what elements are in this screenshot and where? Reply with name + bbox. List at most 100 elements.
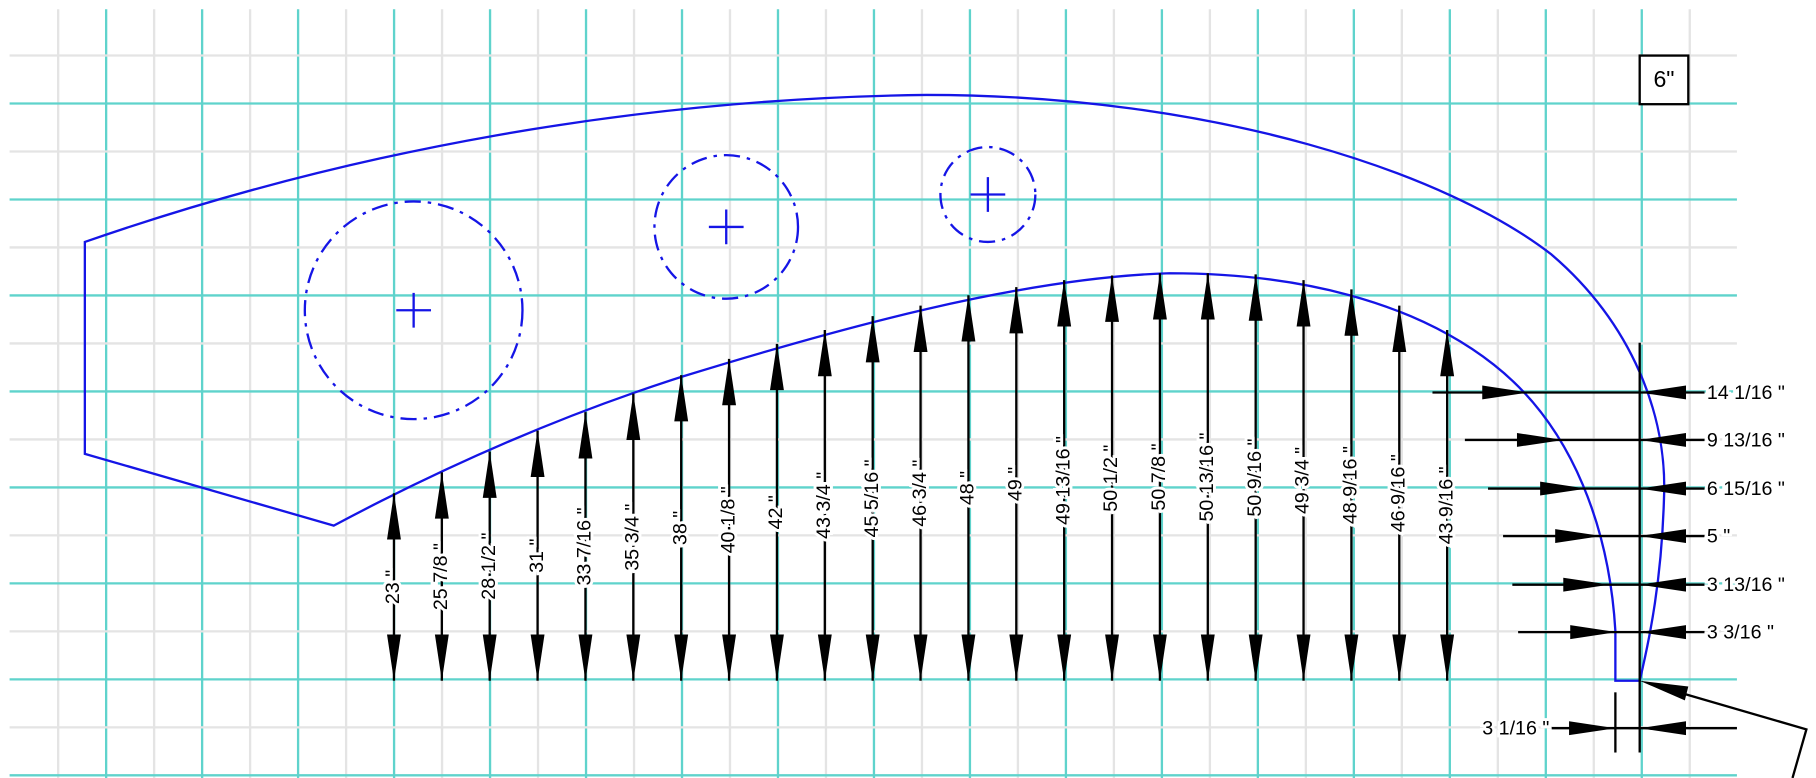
center-mark [396, 177, 1006, 328]
arrowhead [1009, 634, 1024, 681]
arrowhead [722, 634, 737, 681]
dimension-label: 14 1/16 " [1707, 382, 1785, 404]
arrowhead [1482, 385, 1529, 400]
arrowhead [1540, 481, 1587, 496]
arrowhead [482, 634, 497, 681]
scale-box [1638, 54, 1690, 106]
arrowhead [1639, 680, 1689, 701]
arrowhead [961, 634, 976, 681]
dimension-label: 23 " [382, 570, 404, 604]
arrowhead [1555, 529, 1602, 543]
dimension-label: 3 13/16 " [1707, 574, 1785, 596]
arrowhead [817, 634, 832, 681]
arrowhead [1639, 529, 1686, 543]
arrowhead [769, 343, 784, 391]
hole [939, 145, 1037, 244]
dimension-label: 50 1/2 " [1100, 445, 1122, 512]
arrowhead [387, 634, 401, 681]
arrowhead [913, 634, 928, 681]
arrowhead [1392, 634, 1407, 681]
arrowhead [1440, 634, 1455, 681]
hole [303, 200, 524, 421]
arrowhead [578, 634, 593, 681]
dimension-label: 48 " [957, 471, 979, 505]
dimension-label: 28 1/2 " [478, 533, 500, 600]
arrowhead [1440, 329, 1455, 377]
dimension-label: 43 3/4 " [813, 472, 835, 539]
dimension-label: 46 3/4 " [909, 460, 931, 527]
dimensions: 23 " 25 7/8 " 28 1/2 " 31 " 33 7/16 " 35 3/4 … [379, 273, 1808, 778]
arrowhead [1105, 275, 1119, 322]
dimension-label: 35 3/4 " [622, 504, 644, 571]
arrowhead [626, 393, 641, 440]
arrowhead [482, 451, 497, 498]
arrowhead [913, 305, 928, 352]
arrowhead [817, 329, 832, 377]
dimension-label: 31 " [526, 539, 548, 573]
dimension-label: 43 9/16 " [1435, 466, 1457, 544]
arrowhead [1296, 634, 1311, 681]
arrowhead [1248, 274, 1263, 321]
arrowhead [434, 472, 449, 519]
arrowhead [1639, 577, 1686, 592]
arrowhead [865, 316, 880, 363]
dimension-label: 49 13/16 " [1052, 436, 1074, 525]
arrowhead [1639, 481, 1686, 496]
arrowhead [1248, 634, 1263, 681]
arrowhead [530, 430, 545, 477]
arrowhead [961, 295, 976, 342]
dimension-label: 5 " [1707, 525, 1730, 547]
dimension-label: 50 13/16 " [1196, 432, 1218, 521]
arrowhead [1105, 634, 1119, 681]
arrowhead [387, 493, 401, 540]
arrowhead [1569, 721, 1616, 736]
arrowhead [626, 634, 641, 681]
dimension-label: 38 " [669, 511, 691, 545]
arrowhead [1296, 280, 1311, 327]
arrowhead [1057, 280, 1072, 327]
dimension-label: 46 9/16 " [1387, 454, 1409, 532]
dimension-label: 50 7/8 " [1148, 443, 1170, 510]
dimension-label: 40 1/8 " [717, 486, 739, 553]
arrowhead [769, 634, 784, 681]
arrowhead [1563, 577, 1610, 592]
arrowhead [1344, 634, 1359, 681]
arrowhead [1516, 432, 1564, 447]
dimension-label: 9 13/16 " [1707, 429, 1785, 451]
dimension-label: 3 3/16 " [1707, 621, 1774, 643]
dimension-label: 45 5/16 " [861, 459, 883, 537]
dimension-label: 33 7/16 " [574, 507, 596, 585]
dimension-label: 6 15/16 " [1707, 478, 1785, 500]
arrowhead [1570, 625, 1617, 640]
arrowhead [1009, 287, 1024, 334]
arrowhead [434, 634, 449, 681]
dimension-label: 3 1/16 " [1482, 718, 1549, 740]
arrowhead [1392, 305, 1407, 352]
dimension-label: 42 " [765, 495, 787, 529]
arrowhead [1639, 721, 1686, 736]
hole [653, 153, 800, 300]
arrowhead [674, 634, 689, 681]
arrowhead [578, 412, 593, 459]
scale-label: 6" [1653, 66, 1674, 92]
arrowhead [1639, 432, 1686, 447]
arrowhead [865, 634, 880, 681]
arrowhead [530, 634, 545, 681]
arrowhead [1057, 634, 1072, 681]
arrowhead [1152, 273, 1167, 320]
dimension-label: 48 9/16 " [1340, 446, 1362, 524]
arrowhead [674, 375, 689, 422]
arrowhead [1344, 289, 1359, 336]
arrowhead [1639, 385, 1686, 400]
dimension-label: 49 3/4 " [1292, 447, 1314, 514]
arrowhead [1200, 634, 1215, 681]
arrowhead [1200, 273, 1215, 320]
leader-line [1678, 691, 1808, 778]
arrowhead [1152, 634, 1167, 681]
dimension-label: 50 9/16 " [1244, 439, 1266, 517]
arrowhead [722, 358, 737, 406]
dimension-label: 49 " [1005, 467, 1027, 501]
arrowhead [1639, 625, 1686, 640]
